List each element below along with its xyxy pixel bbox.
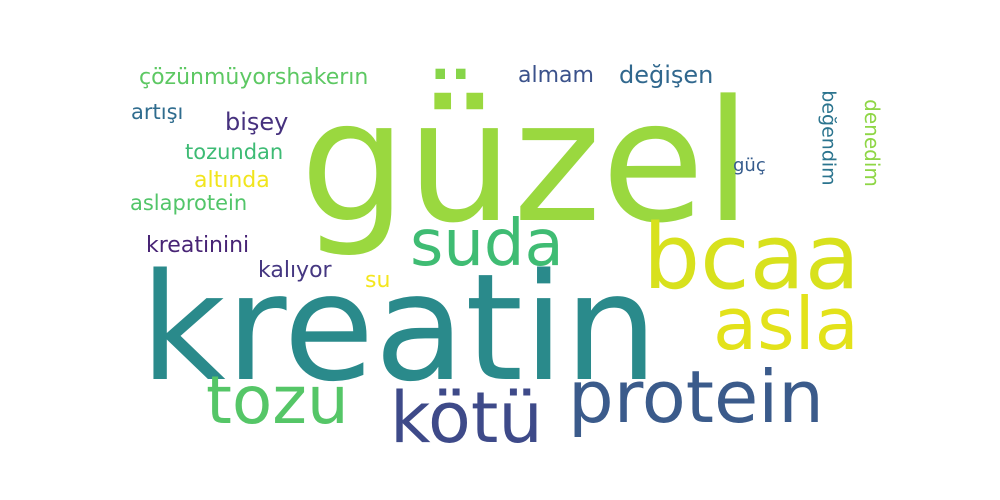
word-aslaprotein: aslaprotein [130, 191, 248, 215]
word-kotu: kötü [390, 377, 543, 459]
word-begendim: beğendim [817, 90, 840, 186]
word-guzel: güzel [300, 64, 752, 260]
word-suda: suda [410, 207, 564, 281]
word-guc: güç [733, 155, 766, 176]
word-protein: protein [568, 355, 824, 439]
word-artisi: artışı [131, 100, 184, 124]
word-denedim: denedim [860, 99, 884, 187]
word-kreatinini: kreatinini [146, 233, 250, 258]
word-dots: .. [430, 29, 472, 92]
word-su: su [365, 268, 391, 293]
word-almam: almam [518, 63, 594, 88]
word-altinda: altında [194, 168, 270, 193]
word-tozu: tozu [206, 362, 349, 439]
word-kaliyor: kalıyor [258, 258, 332, 283]
word-kreatin: kreatin [140, 242, 658, 414]
word-degisen: değişen [619, 61, 714, 89]
word-cozunmuyorshakerin: çözünmüyorshakerın [139, 65, 369, 90]
word-bisey: bişey [225, 108, 289, 136]
word-asla: asla [713, 282, 859, 366]
word-tozundan: tozundan [185, 140, 284, 164]
word-bcaa: bcaa [643, 205, 860, 310]
